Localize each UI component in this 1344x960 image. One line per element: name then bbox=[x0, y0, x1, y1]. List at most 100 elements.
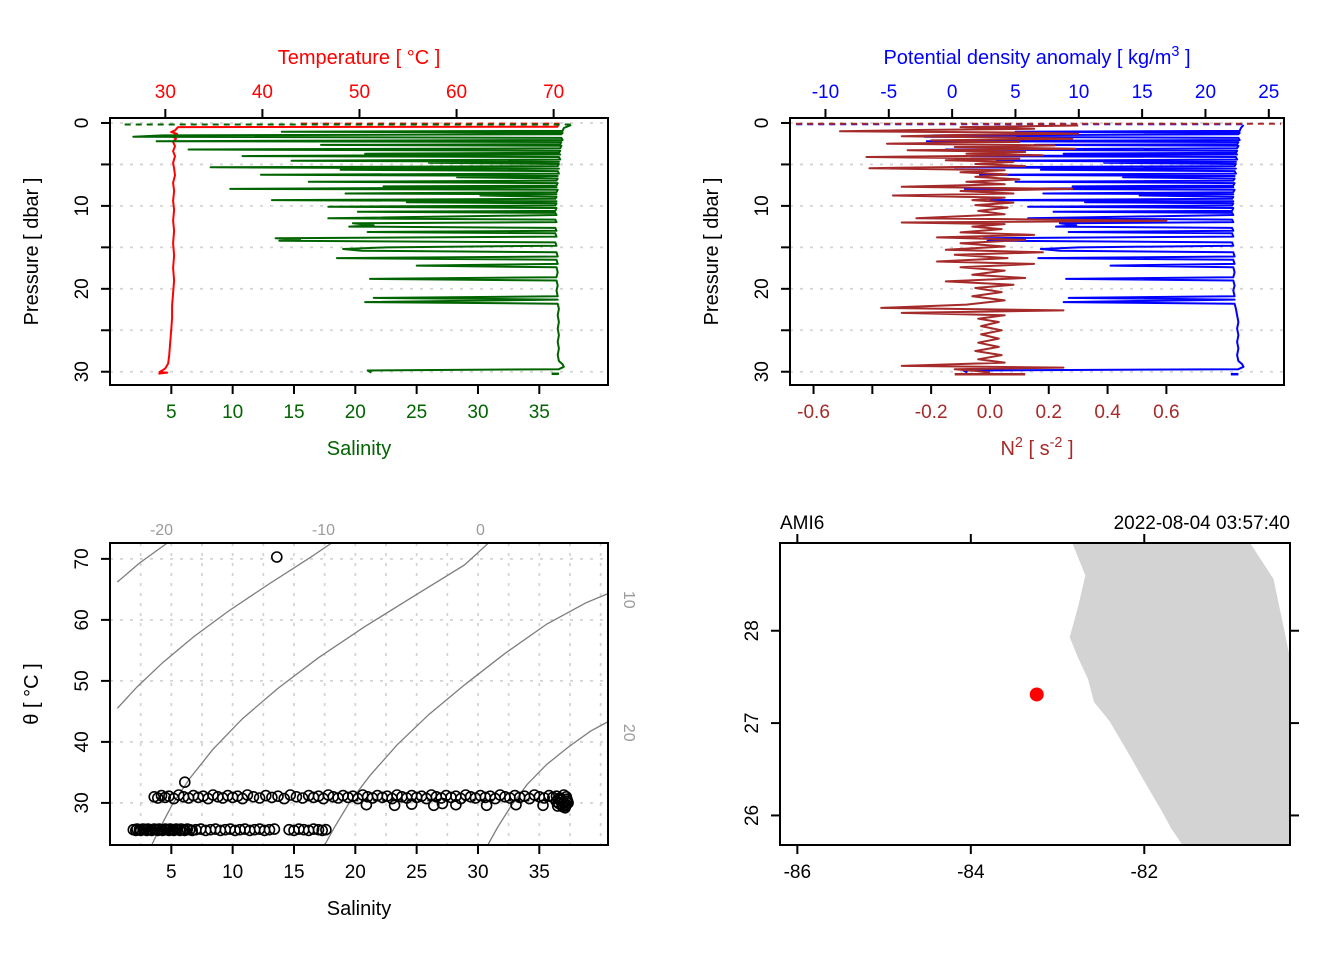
profile-density-n2-axis-left: 0 10 20 30 Pressure [ dbar ] bbox=[701, 118, 790, 382]
svg-text:Pressure [ dbar ]: Pressure [ dbar ] bbox=[701, 178, 723, 326]
panel-profile-density-n2: -10 -5 0 5 10 15 20 25 Potential density anomaly… bbox=[701, 44, 1285, 460]
svg-text:0: 0 bbox=[72, 118, 93, 129]
svg-text:40: 40 bbox=[72, 731, 93, 752]
svg-text:10: 10 bbox=[1068, 82, 1089, 103]
svg-text:Temperature [ °C ]: Temperature [ °C ] bbox=[278, 47, 441, 69]
svg-text:15: 15 bbox=[1132, 82, 1153, 103]
svg-text:30: 30 bbox=[155, 82, 176, 103]
profile-temperature-salinity-axis-bottom: 5 10 15 20 25 30 35 Salinity bbox=[166, 385, 550, 460]
n2-profile-line bbox=[839, 124, 1168, 374]
station-map-axis-right bbox=[1290, 629, 1299, 817]
svg-text:20: 20 bbox=[620, 724, 637, 742]
svg-text:27: 27 bbox=[742, 713, 763, 734]
svg-text:35: 35 bbox=[529, 402, 550, 423]
station-dot bbox=[1029, 687, 1044, 702]
svg-text:0.6: 0.6 bbox=[1153, 402, 1179, 423]
panel-station-map: -86 -84 -82 26 27 28 bbox=[742, 534, 1299, 883]
svg-text:0: 0 bbox=[947, 82, 958, 103]
svg-text:15: 15 bbox=[283, 402, 304, 423]
isopycnal-20 bbox=[487, 721, 608, 845]
svg-text:26: 26 bbox=[742, 805, 763, 826]
profile-temperature-salinity-axis-top: 30 40 50 60 70 Temperature [ °C ] bbox=[155, 47, 564, 118]
svg-text:Salinity: Salinity bbox=[327, 438, 391, 460]
profile-temperature-salinity-plot-area bbox=[124, 122, 573, 376]
svg-text:-0.2: -0.2 bbox=[915, 402, 948, 423]
land-polygon bbox=[1069, 543, 1290, 845]
svg-text:35: 35 bbox=[529, 862, 550, 883]
svg-text:-86: -86 bbox=[784, 862, 811, 883]
svg-text:0: 0 bbox=[476, 522, 485, 539]
ts-diagram-plot-area bbox=[116, 543, 608, 845]
isopycnal--10 bbox=[116, 543, 332, 709]
svg-text:20: 20 bbox=[72, 278, 93, 299]
svg-text:25: 25 bbox=[1258, 82, 1279, 103]
svg-text:5: 5 bbox=[166, 402, 177, 423]
svg-text:20: 20 bbox=[345, 402, 366, 423]
ts-diagram-axis-bottom: 5 10 15 20 25 30 35 Salinity bbox=[166, 845, 550, 920]
profile-density-n2-frame bbox=[789, 117, 1285, 386]
svg-text:70: 70 bbox=[72, 548, 93, 569]
isopycnal--20 bbox=[116, 543, 167, 583]
svg-text:-20: -20 bbox=[150, 522, 173, 539]
svg-text:20: 20 bbox=[345, 862, 366, 883]
svg-text:30: 30 bbox=[72, 792, 93, 813]
map-station-label: AMI6 bbox=[780, 513, 825, 534]
svg-text:20: 20 bbox=[752, 278, 773, 299]
ts-diagram-axis-left: 30 40 50 60 70 θ [ °C ] bbox=[21, 548, 110, 813]
svg-text:25: 25 bbox=[406, 862, 427, 883]
svg-text:5: 5 bbox=[1010, 82, 1021, 103]
svg-text:10: 10 bbox=[222, 402, 243, 423]
station-map-axis-left: 26 27 28 bbox=[742, 620, 780, 826]
map-timestamp: 2022-08-04 03:57:40 bbox=[1113, 513, 1290, 534]
isopycnal-10 bbox=[324, 593, 608, 845]
isopycnal-0 bbox=[151, 543, 489, 845]
svg-text:40: 40 bbox=[252, 82, 273, 103]
svg-text:0.4: 0.4 bbox=[1094, 402, 1121, 423]
panel-ts-diagram: -20 -10 0 10 20 5 10 15 20 25 30 35 Salinity 30 40 50 60… bbox=[21, 522, 637, 920]
salinity-profile-line bbox=[132, 124, 572, 374]
svg-text:-5: -5 bbox=[880, 82, 897, 103]
station-map-frame bbox=[779, 542, 1291, 846]
svg-text:0.2: 0.2 bbox=[1036, 402, 1062, 423]
svg-text:0.0: 0.0 bbox=[977, 402, 1003, 423]
svg-text:30: 30 bbox=[72, 361, 93, 382]
map-header: AMI6 2022-08-04 03:57:40 bbox=[780, 513, 1290, 535]
svg-text:10: 10 bbox=[72, 195, 93, 216]
svg-text:0: 0 bbox=[752, 118, 773, 129]
svg-text:50: 50 bbox=[349, 82, 370, 103]
svg-text:10: 10 bbox=[752, 195, 773, 216]
svg-text:-10: -10 bbox=[312, 522, 335, 539]
svg-text:30: 30 bbox=[752, 361, 773, 382]
svg-text:10: 10 bbox=[620, 591, 637, 609]
svg-text:-10: -10 bbox=[812, 82, 839, 103]
svg-text:-0.6: -0.6 bbox=[797, 402, 830, 423]
svg-text:28: 28 bbox=[742, 620, 763, 641]
profile-density-n2-axis-top: -10 -5 0 5 10 15 20 25 Potential density anomaly… bbox=[812, 44, 1279, 118]
station-map-axis-top bbox=[796, 534, 1146, 543]
profile-density-n2-plot-area bbox=[795, 122, 1282, 376]
svg-text:5: 5 bbox=[166, 862, 177, 883]
svg-text:15: 15 bbox=[283, 862, 304, 883]
station-map-axis-bottom: -86 -84 -82 bbox=[784, 845, 1158, 883]
svg-text:70: 70 bbox=[543, 82, 564, 103]
svg-text:-84: -84 bbox=[957, 862, 985, 883]
svg-text:50: 50 bbox=[72, 670, 93, 691]
svg-text:20: 20 bbox=[1195, 82, 1216, 103]
svg-text:N2 [ s-2 ]: N2 [ s-2 ] bbox=[1000, 435, 1073, 460]
svg-text:-82: -82 bbox=[1131, 862, 1158, 883]
svg-text:60: 60 bbox=[446, 82, 467, 103]
station-map-plot-area bbox=[1069, 543, 1290, 845]
density-profile-line bbox=[923, 124, 1245, 374]
svg-text:Salinity: Salinity bbox=[327, 898, 391, 920]
svg-text:30: 30 bbox=[467, 862, 488, 883]
profile-density-n2-axis-bottom: -0.6 -0.2 0.0 0.2 0.4 0.6 N2 [ s-2 ] bbox=[797, 385, 1180, 460]
svg-text:30: 30 bbox=[467, 402, 488, 423]
ts-diagram-points bbox=[127, 551, 574, 837]
profile-temperature-salinity-axis-left: 0 10 20 30 Pressure [ dbar ] bbox=[21, 118, 110, 382]
svg-text:Pressure [ dbar ]: Pressure [ dbar ] bbox=[21, 178, 43, 326]
svg-text:60: 60 bbox=[72, 609, 93, 630]
svg-text:25: 25 bbox=[406, 402, 427, 423]
